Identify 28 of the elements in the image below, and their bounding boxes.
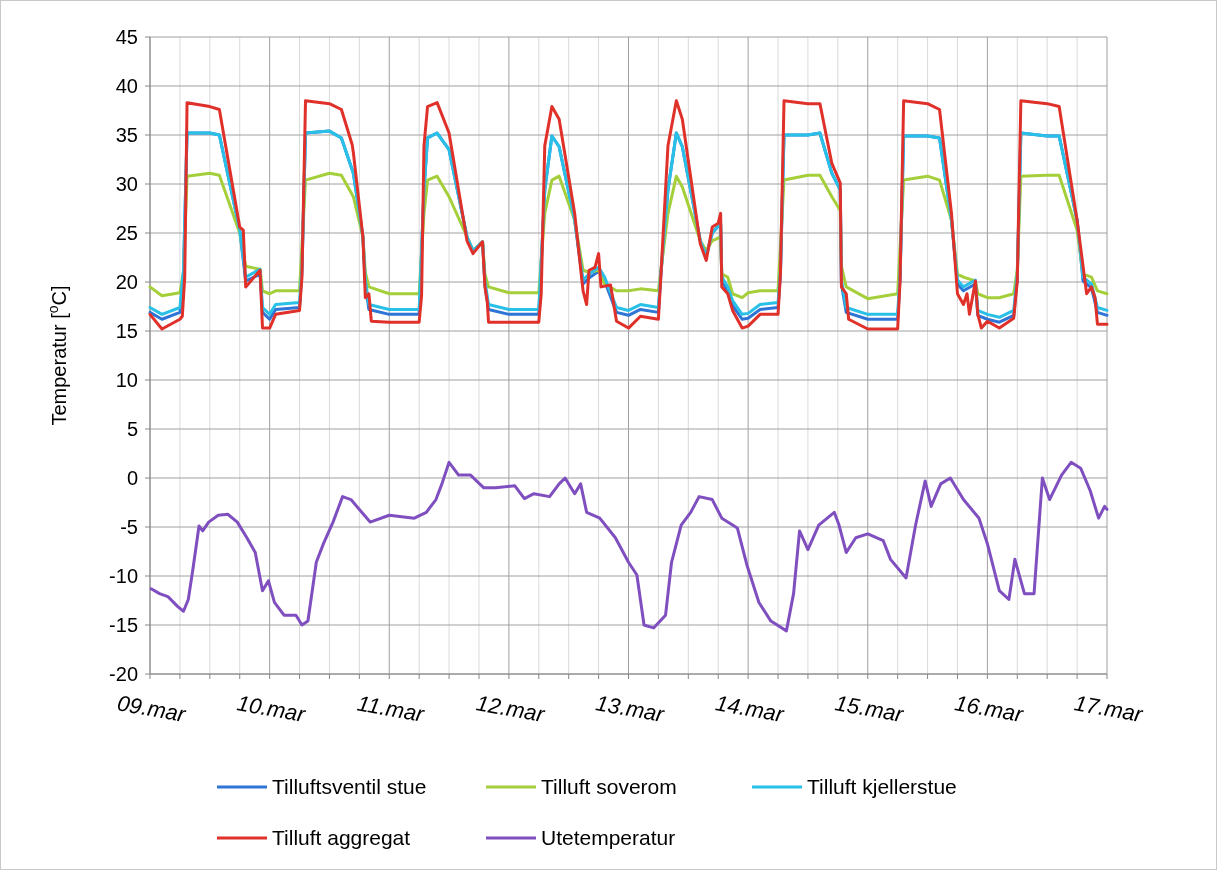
x-tick-label: 16.mar	[952, 690, 1027, 728]
y-tick-label: 20	[115, 271, 138, 293]
y-tick-label: -15	[109, 614, 138, 636]
legend-label: Tilluft soverom	[541, 775, 677, 799]
y-tick-label: -10	[109, 565, 138, 587]
y-tick-label: 35	[115, 124, 138, 146]
y-tick-label: 45	[115, 26, 138, 48]
legend-label: Utetemperatur	[541, 826, 676, 850]
y-tick-label: 5	[126, 418, 138, 440]
y-tick-label: 0	[126, 467, 138, 489]
x-tick-label: 10.mar	[235, 690, 309, 728]
y-tick-label: -20	[109, 663, 138, 685]
x-tick-label: 09.mar	[115, 690, 189, 728]
legend-label: Tilluft kjellerstue	[807, 775, 957, 799]
y-tick-label: 15	[115, 320, 138, 342]
x-tick-label: 12.mar	[474, 690, 548, 728]
y-tick-label: 30	[115, 173, 138, 195]
x-tick-label: 13.mar	[593, 690, 668, 728]
x-tick-label: 15.mar	[833, 690, 907, 728]
legend-label: Tilluft aggregat	[272, 826, 411, 850]
y-tick-label: 10	[115, 369, 138, 391]
legend-label: Tilluftsventil stue	[272, 775, 427, 799]
x-tick-label: 11.mar	[355, 690, 428, 728]
y-tick-label: 40	[115, 75, 138, 97]
y-tick-label: -5	[120, 516, 138, 538]
x-tick-label: 14.mar	[713, 690, 787, 728]
x-tick-label: 17.mar	[1072, 690, 1146, 728]
y-tick-label: 25	[115, 222, 138, 244]
